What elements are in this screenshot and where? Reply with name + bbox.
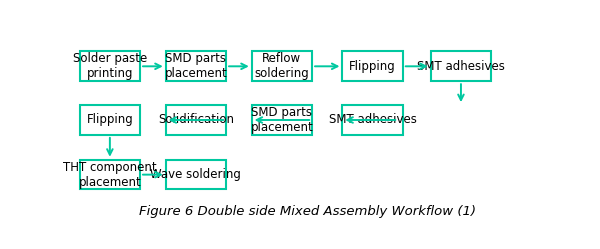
FancyBboxPatch shape: [343, 105, 403, 135]
FancyBboxPatch shape: [80, 160, 140, 189]
Text: Reflow
soldering: Reflow soldering: [254, 52, 310, 80]
FancyBboxPatch shape: [343, 52, 403, 81]
FancyBboxPatch shape: [252, 105, 312, 135]
FancyBboxPatch shape: [166, 160, 226, 189]
FancyBboxPatch shape: [166, 52, 226, 81]
FancyBboxPatch shape: [252, 52, 312, 81]
Text: SMT adhesives: SMT adhesives: [329, 114, 416, 126]
Text: Flipping: Flipping: [349, 60, 396, 73]
FancyBboxPatch shape: [80, 52, 140, 81]
Text: Wave soldering: Wave soldering: [151, 168, 241, 181]
Text: THT component
placement: THT component placement: [63, 161, 157, 189]
Text: Solder paste
printing: Solder paste printing: [73, 52, 147, 80]
Text: Flipping: Flipping: [86, 114, 133, 126]
Text: Solidification: Solidification: [158, 114, 234, 126]
FancyBboxPatch shape: [431, 52, 491, 81]
Text: Figure 6 Double side Mixed Assembly Workflow (1): Figure 6 Double side Mixed Assembly Work…: [139, 205, 476, 218]
FancyBboxPatch shape: [80, 105, 140, 135]
FancyBboxPatch shape: [166, 105, 226, 135]
Text: SMD parts
placement: SMD parts placement: [164, 52, 227, 80]
Text: SMD parts
placement: SMD parts placement: [251, 106, 313, 134]
Text: SMT adhesives: SMT adhesives: [417, 60, 505, 73]
